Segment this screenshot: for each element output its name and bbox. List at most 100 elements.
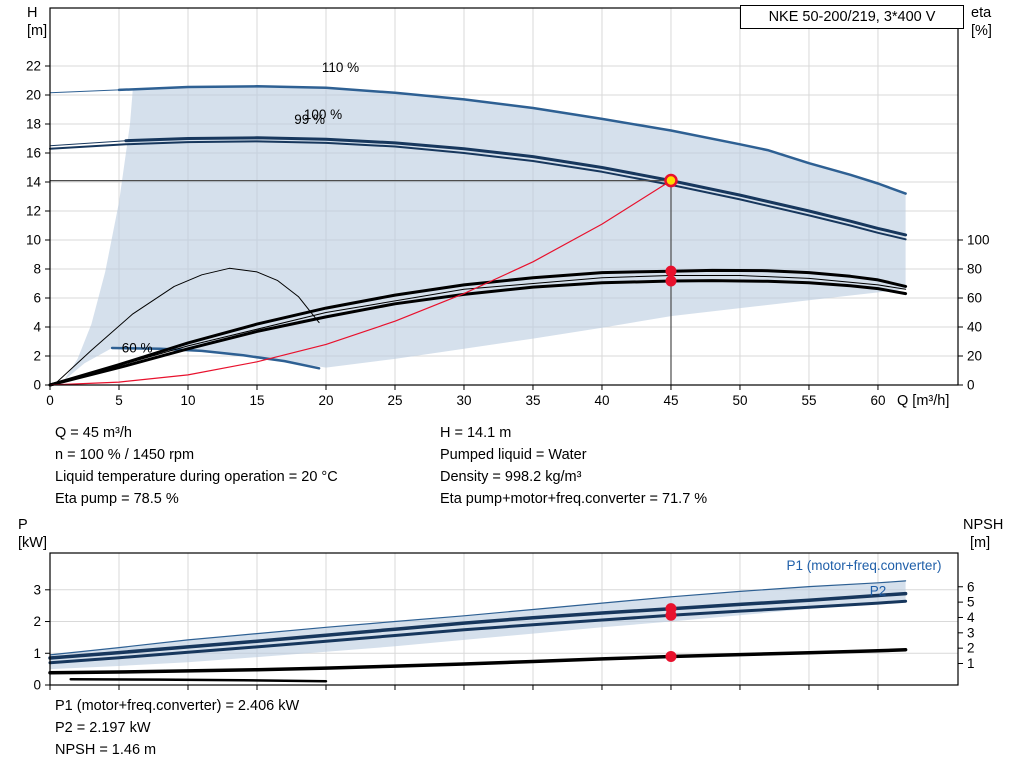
annotation-line: Liquid temperature during operation = 20… [55,469,338,485]
y2-tick-label: 1 [967,656,975,671]
speed-100-curve [124,136,908,237]
y2-tick-label: 100 [967,233,990,248]
y-tick-label: 14 [26,175,42,190]
y-tick-label: 4 [33,320,41,335]
system-curve [49,180,672,386]
duty-annotations-right: H = 14.1 m Pumped liquid = Water Density… [440,422,707,510]
eta-contour-thin [56,267,320,383]
speed-110-curve [117,85,907,195]
operating-envelope [63,86,906,381]
duty-annotations-left: Q = 45 m³/h n = 100 % / 1450 rpm Liquid … [55,422,338,510]
y-tick-label: 2 [33,614,41,629]
x-tick-label: 5 [115,393,123,408]
curve-label: P2 [870,584,887,599]
y2-tick-label: 80 [967,262,982,277]
duty-point [664,173,678,188]
y-axis-title-line: H [27,5,38,21]
p2-point [665,609,677,621]
annotation-line: P2 = 2.197 kW [55,720,151,736]
x-tick-label: 20 [318,393,333,408]
y2-axis-title-line: [m] [970,535,991,551]
x-tick-label: 45 [663,393,678,408]
y2-tick-label: 3 [967,625,975,640]
speed-min-curve [110,346,321,370]
power-envelope [50,580,906,670]
curve-label: P1 (motor+freq.converter) [787,558,942,573]
p1-max-thin [49,580,907,656]
eta-total-curve [48,279,908,387]
curve-label: 110 % [322,60,359,75]
y-tick-label: 22 [26,59,41,74]
y2-tick-label: 6 [967,579,975,594]
y-tick-label: 3 [33,582,41,597]
eta-mid-thin [49,275,907,386]
y2-tick-label: 4 [967,610,975,625]
p2-curve [48,599,908,665]
y-tick-label: 20 [26,88,41,103]
annotation-line: Pumped liquid = Water [440,447,587,463]
y2-axis-title-line: [%] [971,23,992,39]
eta-total-point [665,275,677,287]
y-tick-label: 8 [33,262,41,277]
annotation-line: NPSH = 1.46 m [55,742,157,758]
x-tick-label: 55 [801,393,816,408]
x-tick-label: 25 [387,393,402,408]
y2-tick-label: 5 [967,595,975,610]
x-tick-label: 35 [525,393,540,408]
y-axis-title-head: H [m] [27,4,47,40]
plot-frame [49,7,959,386]
eta-pump-curve [48,268,908,387]
power-annotations: P1 (motor+freq.converter) = 2.406 kW P2 … [55,695,299,761]
eta-pump-point [665,265,677,277]
speed-99-curve [49,140,907,241]
y-tick-label: 1 [33,646,41,661]
x-tick-label: 15 [249,393,264,408]
y-tick-label: 2 [33,349,41,364]
y2-tick-label: 2 [967,641,975,656]
speed-110-thin-ext [49,89,120,94]
y2-axis-title-eta: eta [%] [971,4,992,40]
npsh-curve [48,647,908,675]
y-tick-label: 0 [33,678,41,693]
y2-tick-label: 60 [967,291,982,306]
curve-label: 60 % [122,340,153,355]
annotation-line: Eta pump = 78.5 % [55,491,179,507]
x-tick-label: 40 [594,393,609,408]
annotation-line: Eta pump+motor+freq.converter = 71.7 % [440,491,708,507]
y-tick-label: 12 [26,204,41,219]
x-tick-label: 60 [870,393,885,408]
curve-label: 100 % [304,107,342,122]
x-tick-label: 30 [456,393,471,408]
curve-label: 99 % [294,112,325,127]
y-tick-label: 18 [26,117,41,132]
annotation-line: H = 14.1 m [440,425,512,441]
y-axis-title-line: [kW] [18,535,47,551]
speed-100-thin-ext [49,140,127,147]
x-tick-label: 50 [732,393,747,408]
x-axis-title-flow: Q [m³/h] [897,393,950,409]
y-tick-label: 0 [33,378,41,393]
y2-axis-title-line: NPSH [963,517,1004,533]
y2-tick-label: 0 [967,378,975,393]
npsh-point [665,650,677,662]
y-axis-title-power: P [kW] [18,516,47,552]
y-axis-title-line: P [18,517,28,533]
annotation-line: Q = 45 m³/h [55,425,132,441]
y2-axis-title-npsh: NPSH [m] [963,516,1003,552]
y-axis-title-line: [m] [27,23,48,39]
plot-frame [49,552,959,686]
x-tick-label: 10 [180,393,195,408]
pump-title-box: NKE 50-200/219, 3*400 V [740,5,964,29]
y2-tick-label: 20 [967,349,982,364]
p1-curve [48,591,908,660]
annotation-line: Density = 998.2 kg/m³ [440,469,582,485]
annotation-line: n = 100 % / 1450 rpm [55,447,195,463]
y2-axis-title-line: eta [971,5,992,21]
y-tick-label: 6 [33,291,41,306]
p-min-stub [69,678,328,683]
annotation-line: P1 (motor+freq.converter) = 2.406 kW [55,698,300,714]
x-tick-label: 0 [46,393,54,408]
